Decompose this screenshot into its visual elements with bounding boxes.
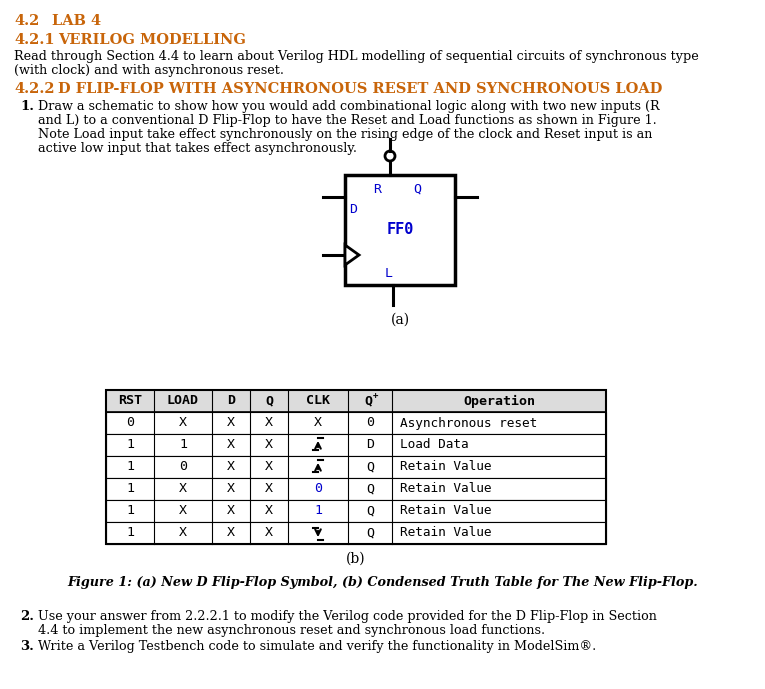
Text: D: D	[366, 438, 374, 451]
Text: 3.: 3.	[20, 640, 34, 653]
Bar	[106, 390, 606, 412]
Text: Retain Value: Retain Value	[400, 504, 491, 517]
Text: 1: 1	[126, 526, 134, 539]
Bar	[345, 175, 455, 285]
Text: X: X	[227, 438, 235, 451]
Bar	[106, 478, 606, 500]
Text: 4.2.1: 4.2.1	[14, 33, 54, 47]
Text: X: X	[314, 416, 322, 429]
Text: FF0: FF0	[386, 223, 414, 238]
Text: 1: 1	[126, 438, 134, 451]
Text: Retain Value: Retain Value	[400, 526, 491, 539]
Text: Q: Q	[364, 395, 372, 407]
Text: Q: Q	[366, 504, 374, 517]
Text: (with clock) and with asynchronous reset.: (with clock) and with asynchronous reset…	[14, 64, 284, 77]
Text: Q: Q	[366, 482, 374, 495]
Text: 1.: 1.	[20, 100, 34, 113]
Text: X: X	[265, 416, 273, 429]
Text: D: D	[227, 395, 235, 407]
Text: X: X	[227, 504, 235, 517]
Text: D FLIP-FLOP WITH ASYNCHRONOUS RESET AND SYNCHRONOUS LOAD: D FLIP-FLOP WITH ASYNCHRONOUS RESET AND …	[58, 82, 662, 96]
Text: X: X	[265, 526, 273, 539]
Text: (a): (a)	[390, 313, 409, 327]
Text: D: D	[349, 203, 357, 216]
Text: Q: Q	[366, 526, 374, 539]
Text: Retain Value: Retain Value	[400, 482, 491, 495]
Text: 1: 1	[126, 504, 134, 517]
Polygon shape	[345, 245, 359, 265]
Text: X: X	[265, 460, 273, 473]
Text: 1: 1	[126, 482, 134, 495]
Text: active low input that takes effect asynchronously.: active low input that takes effect async…	[38, 142, 357, 155]
Text: 4.2.2: 4.2.2	[14, 82, 54, 96]
Text: 0: 0	[126, 416, 134, 429]
Text: 1: 1	[126, 460, 134, 473]
Text: Note Load input take effect synchronously on the rising edge of the clock and Re: Note Load input take effect synchronousl…	[38, 128, 653, 141]
Text: +: +	[373, 391, 378, 400]
Bar	[106, 434, 606, 456]
Text: X: X	[265, 482, 273, 495]
Text: X: X	[227, 482, 235, 495]
Text: X: X	[227, 416, 235, 429]
Text: X: X	[179, 482, 187, 495]
Text: VERILOG MODELLING: VERILOG MODELLING	[58, 33, 246, 47]
Text: and L) to a conventional D Flip-Flop to have the Reset and Load functions as sho: and L) to a conventional D Flip-Flop to …	[38, 114, 656, 127]
Text: 1: 1	[314, 504, 322, 517]
Text: 0: 0	[314, 482, 322, 495]
Text: Use your answer from 2.2.2.1 to modify the Verilog code provided for the D Flip-: Use your answer from 2.2.2.1 to modify t…	[38, 610, 657, 623]
Text: Write a Verilog Testbench code to simulate and verify the functionality in Model: Write a Verilog Testbench code to simula…	[38, 640, 596, 653]
Text: Retain Value: Retain Value	[400, 460, 491, 473]
Bar	[106, 412, 606, 434]
Text: 0: 0	[179, 460, 187, 473]
Text: RST: RST	[118, 395, 142, 407]
Text: 4.4 to implement the new asynchronous reset and synchronous load functions.: 4.4 to implement the new asynchronous re…	[38, 624, 545, 637]
Text: X: X	[265, 438, 273, 451]
Text: 4.2: 4.2	[14, 14, 39, 28]
Text: X: X	[179, 526, 187, 539]
Text: 2.: 2.	[20, 610, 34, 623]
Text: Q: Q	[366, 460, 374, 473]
Text: L: L	[385, 267, 393, 280]
Text: CLK: CLK	[306, 395, 330, 407]
Text: X: X	[265, 504, 273, 517]
Text: X: X	[179, 504, 187, 517]
Bar	[106, 500, 606, 522]
Bar	[106, 456, 606, 478]
Text: R: R	[373, 183, 381, 196]
Text: Draw a schematic to show how you would add combinational logic along with two ne: Draw a schematic to show how you would a…	[38, 100, 659, 113]
Text: LOAD: LOAD	[167, 395, 199, 407]
Text: Load Data: Load Data	[400, 438, 469, 451]
Text: X: X	[227, 460, 235, 473]
Text: Q: Q	[413, 183, 421, 196]
Bar	[106, 390, 606, 544]
Text: Operation: Operation	[463, 395, 535, 407]
Text: X: X	[179, 416, 187, 429]
Text: Q: Q	[265, 395, 273, 407]
Text: Read through Section 4.4 to learn about Verilog HDL modelling of sequential circ: Read through Section 4.4 to learn about …	[14, 50, 698, 63]
Text: LAB 4: LAB 4	[52, 14, 101, 28]
Bar	[106, 522, 606, 544]
Text: (b): (b)	[347, 552, 366, 566]
Text: Figure 1: (a) New D Flip-Flop Symbol, (b) Condensed Truth Table for The New Flip: Figure 1: (a) New D Flip-Flop Symbol, (b…	[67, 576, 698, 589]
Text: X: X	[227, 526, 235, 539]
Text: 0: 0	[366, 416, 374, 429]
Text: 1: 1	[179, 438, 187, 451]
Text: Asynchronous reset: Asynchronous reset	[400, 416, 537, 429]
